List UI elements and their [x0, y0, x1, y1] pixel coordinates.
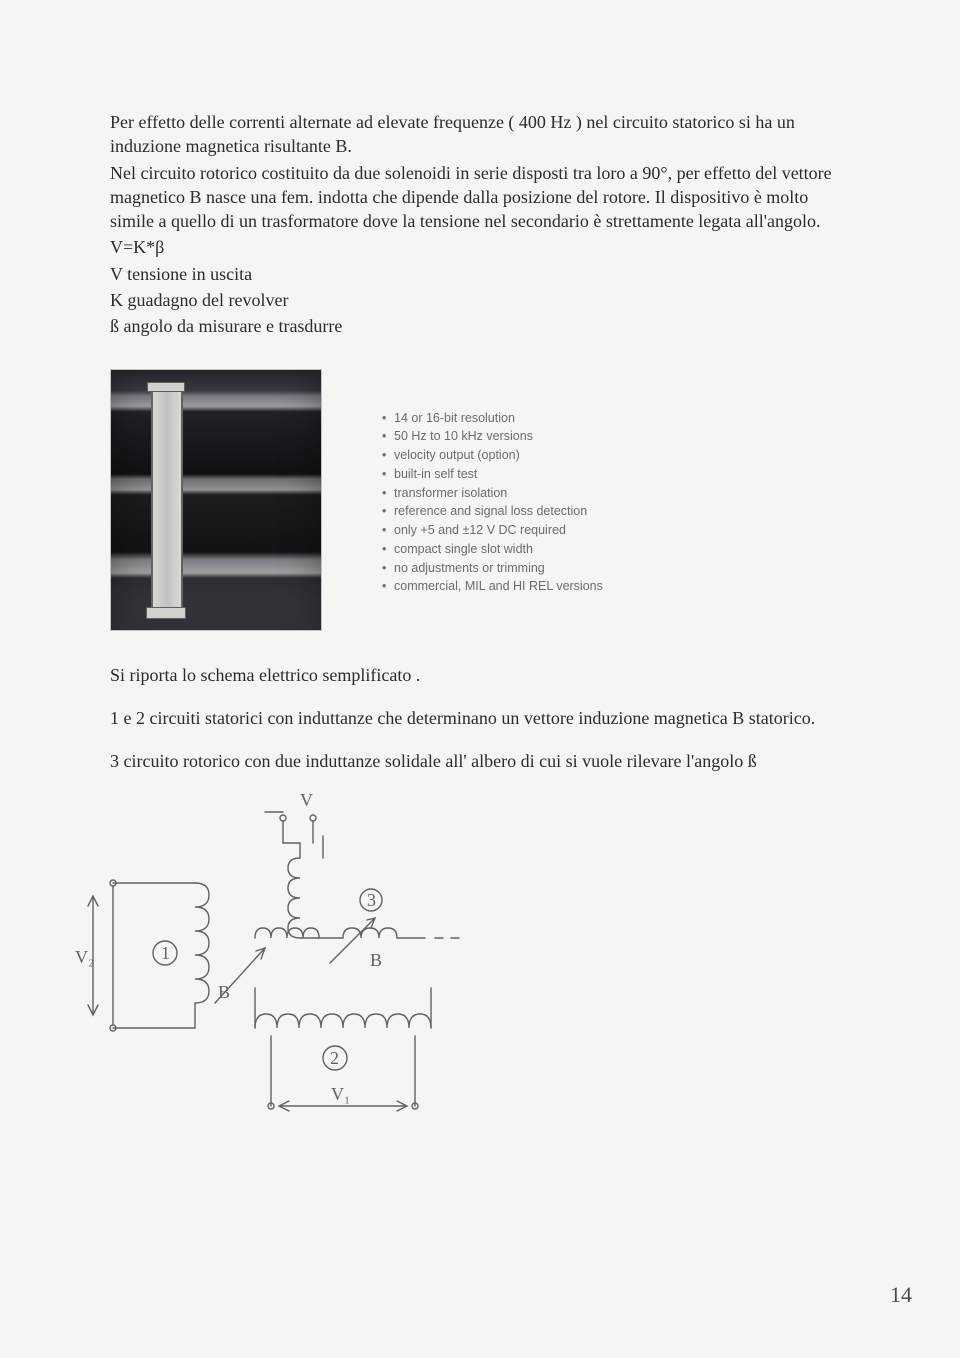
feature-item: 50 Hz to 10 kHz versions: [394, 427, 533, 446]
caption-3: 3 circuito rotorico con due induttanze s…: [110, 749, 850, 774]
label-v2: V₂: [75, 947, 94, 967]
feature-item: transformer isolation: [394, 484, 507, 503]
caption-2: 1 e 2 circuiti statorici con induttanze …: [110, 706, 850, 731]
label-2: 2: [330, 1048, 339, 1068]
page-number: 14: [890, 1282, 912, 1308]
feature-item: reference and signal loss detection: [394, 502, 587, 521]
circuit-diagram: V: [75, 788, 850, 1133]
legend-k: K guadagno del revolver: [110, 288, 850, 312]
label-b2: B: [370, 950, 382, 970]
legend-v: V tensione in uscita: [110, 262, 850, 286]
device-photo: [110, 369, 322, 631]
label-v1: V₁: [331, 1084, 350, 1104]
equation: V=K*β: [110, 235, 850, 259]
feature-item: built-in self test: [394, 465, 477, 484]
feature-list: •14 or 16-bit resolution •50 Hz to 10 kH…: [382, 409, 603, 597]
feature-item: compact single slot width: [394, 540, 533, 559]
caption-1: Si riporta lo schema elettrico semplific…: [110, 663, 850, 688]
paragraph-1: Per effetto delle correnti alternate ad …: [110, 110, 850, 159]
feature-item: only +5 and ±12 V DC required: [394, 521, 566, 540]
paragraph-2: Nel circuito rotorico costituito da due …: [110, 161, 850, 234]
label-b1: B: [218, 982, 230, 1002]
label-1: 1: [161, 943, 170, 963]
feature-item: commercial, MIL and HI REL versions: [394, 577, 603, 596]
feature-item: velocity output (option): [394, 446, 520, 465]
label-3: 3: [367, 890, 376, 910]
legend-beta: ß angolo da misurare e trasdurre: [110, 314, 850, 338]
feature-item: no adjustments or trimming: [394, 559, 545, 578]
feature-item: 14 or 16-bit resolution: [394, 409, 515, 428]
label-v: V: [300, 790, 313, 810]
